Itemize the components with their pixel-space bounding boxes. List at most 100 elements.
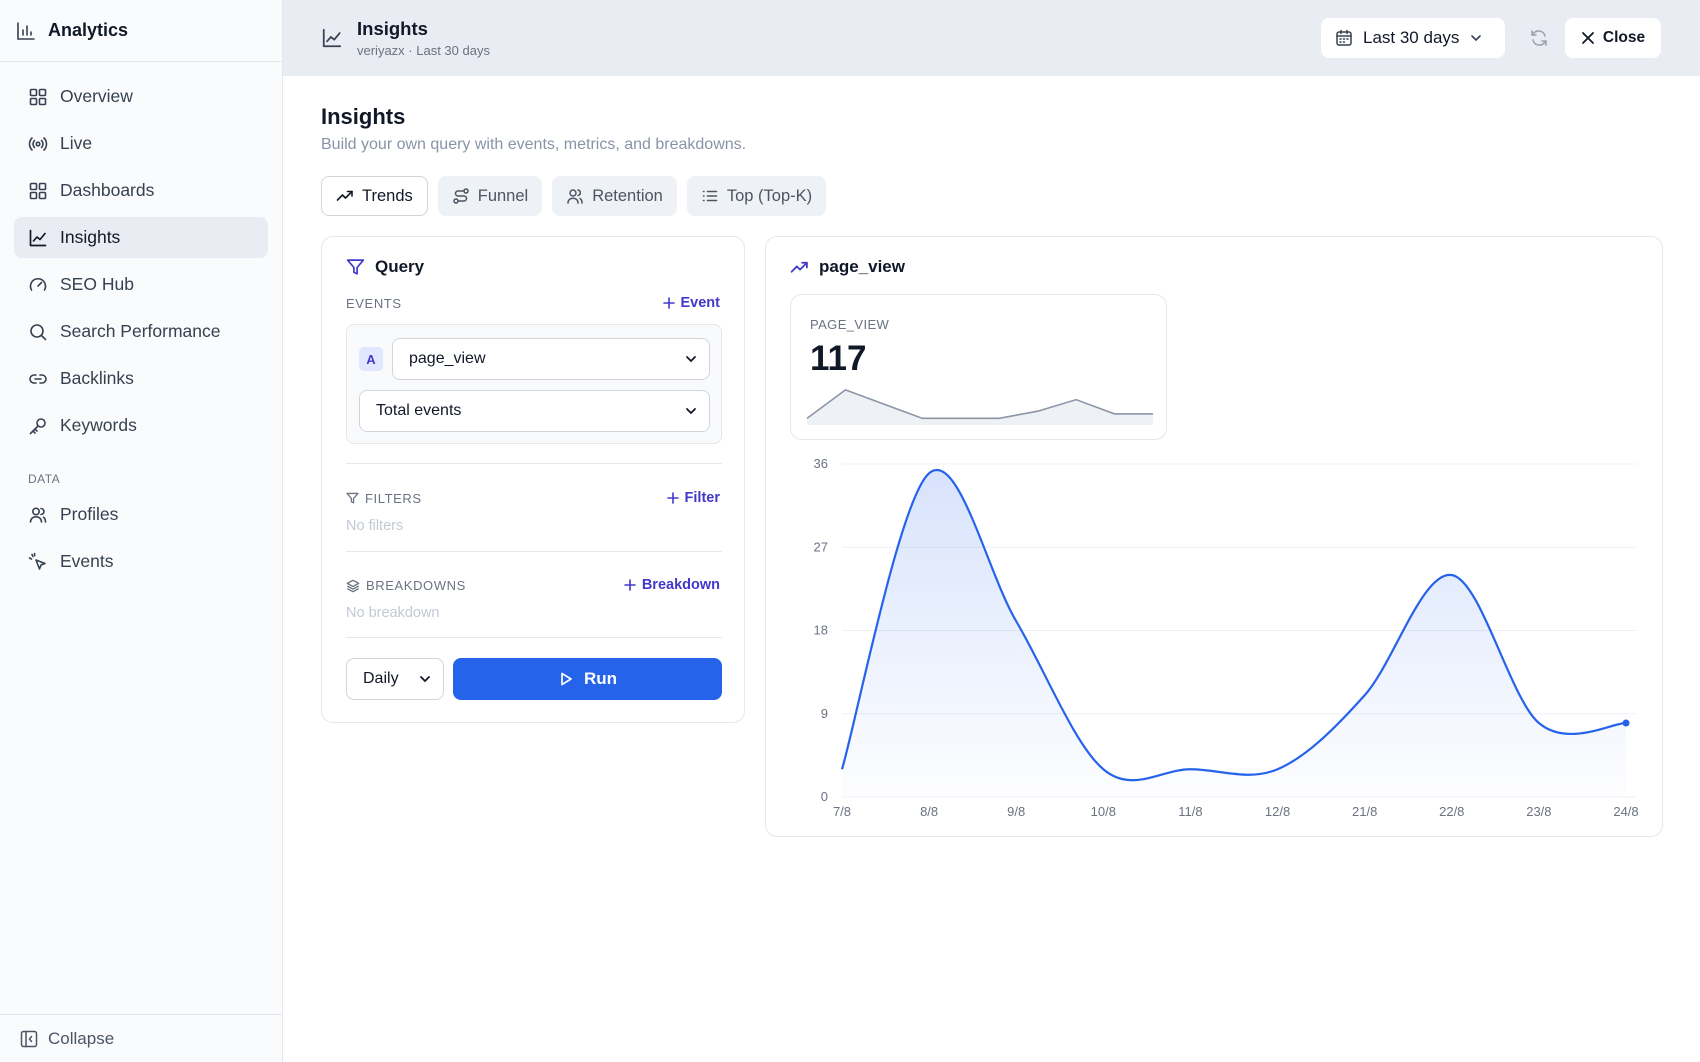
sidebar-item-label: Profiles <box>60 504 119 524</box>
gauge-icon <box>28 275 48 295</box>
close-button[interactable]: Close <box>1565 18 1661 58</box>
x-tick-label: 7/8 <box>833 804 851 819</box>
x-tick-label: 9/8 <box>1007 804 1025 819</box>
series-badge: A <box>359 347 383 371</box>
sidebar-item-dashboards[interactable]: Dashboards <box>14 170 268 211</box>
sidebar-item-events[interactable]: Events <box>14 541 268 582</box>
sidebar-item-label: Keywords <box>60 415 137 435</box>
run-button[interactable]: Run <box>453 658 722 700</box>
chevron-down-icon <box>685 405 697 417</box>
tab-funnel[interactable]: Funnel <box>437 176 543 216</box>
x-tick-label: 11/8 <box>1178 804 1202 819</box>
tab-label: Funnel <box>477 186 529 205</box>
layers-icon <box>346 579 360 593</box>
header-titles: Insights veriyazx · Last 30 days <box>357 18 490 58</box>
x-tick-label: 22/8 <box>1439 804 1464 819</box>
refresh-icon <box>1529 28 1549 48</box>
tab-top-k[interactable]: Top (Top-K) <box>686 176 827 216</box>
interval-select[interactable]: Daily <box>346 658 444 700</box>
query-panel: Query EVENTS Event A page_view Total eve… <box>321 236 745 723</box>
bar-chart-icon <box>16 21 36 41</box>
add-breakdown-label: Breakdown <box>641 577 720 593</box>
key-icon <box>28 416 48 436</box>
no-filters-text: No filters <box>346 518 404 534</box>
event-series-a: A page_view Total events <box>346 324 722 444</box>
sidebar-item-seo-hub[interactable]: SEO Hub <box>14 264 268 305</box>
query-header: Query <box>346 257 424 277</box>
sidebar-item-backlinks[interactable]: Backlinks <box>14 358 268 399</box>
sidebar-nav: Overview Live Dashboards Insights SEO Hu… <box>0 62 282 602</box>
chevron-down-icon <box>685 353 697 365</box>
sidebar-item-profiles[interactable]: Profiles <box>14 494 268 535</box>
top-bar: Insights veriyazx · Last 30 days Last 30… <box>283 0 1700 76</box>
sidebar-item-insights[interactable]: Insights <box>14 217 268 258</box>
y-tick-label: 0 <box>821 789 828 804</box>
metric-value: 117 <box>810 339 867 378</box>
collapse-label: Collapse <box>48 1028 115 1048</box>
users-icon <box>28 505 48 525</box>
date-range-label: Last 30 days <box>1363 28 1460 47</box>
chevron-down-icon <box>1469 31 1483 45</box>
sidebar: Analytics Overview Live Dashboards Insig… <box>0 0 283 1062</box>
brand: Analytics <box>0 0 282 62</box>
trend-chart: 0 9 18 27 36 7/8 8/8 9/8 10/8 11/8 12/8 21/8 22/8 23/… <box>814 456 1639 819</box>
add-event-label: Event <box>680 295 721 311</box>
filter-icon <box>346 492 359 505</box>
event-select[interactable]: page_view <box>392 338 710 380</box>
tab-label: Retention <box>592 186 663 205</box>
filter-icon <box>346 258 365 277</box>
plus-icon <box>624 579 636 591</box>
events-label: EVENTS <box>346 296 402 311</box>
results-header: page_view <box>790 257 905 277</box>
divider <box>346 463 722 464</box>
sidebar-item-keywords[interactable]: Keywords <box>14 405 268 446</box>
line-chart-icon <box>321 27 343 49</box>
sidebar-item-live[interactable]: Live <box>14 123 268 164</box>
add-event-button[interactable]: Event <box>662 295 721 311</box>
x-tick-label: 10/8 <box>1091 804 1116 819</box>
funnel-route-icon <box>452 187 470 205</box>
refresh-button[interactable] <box>1523 22 1555 54</box>
run-label: Run <box>583 669 618 688</box>
trending-up-icon <box>336 187 354 205</box>
date-range-select[interactable]: Last 30 days <box>1321 18 1505 58</box>
x-tick-label: 23/8 <box>1526 804 1551 819</box>
app-title: Analytics <box>48 20 129 40</box>
sidebar-item-label: Backlinks <box>60 368 134 388</box>
metric-select-value: Total events <box>376 402 462 419</box>
sidebar-item-label: Live <box>60 133 93 153</box>
collapse-button[interactable]: Collapse <box>0 1014 283 1062</box>
grid-icon <box>28 87 48 107</box>
link-icon <box>28 369 48 389</box>
calendar-icon <box>1335 29 1353 47</box>
header-title: Insights <box>357 18 428 39</box>
page-title: Insights <box>321 104 406 129</box>
data-point[interactable] <box>1622 719 1630 727</box>
filters-label: FILTERS <box>346 491 422 506</box>
series-line <box>840 469 1627 782</box>
add-breakdown-button[interactable]: Breakdown <box>624 577 720 593</box>
page-description: Build your own query with events, metric… <box>321 136 747 153</box>
sidebar-item-label: Search Performance <box>60 321 221 341</box>
tab-trends[interactable]: Trends <box>321 176 428 216</box>
tab-label: Top (Top-K) <box>726 186 813 205</box>
tab-retention[interactable]: Retention <box>552 176 677 216</box>
line-chart-icon <box>28 228 48 248</box>
close-label: Close <box>1602 29 1646 46</box>
y-tick-label: 9 <box>821 706 828 721</box>
x-tick-label: 24/8 <box>1613 804 1638 819</box>
x-tick-label: 8/8 <box>920 804 938 819</box>
plus-icon <box>662 297 675 309</box>
sidebar-item-overview[interactable]: Overview <box>14 76 268 117</box>
sidebar-item-label: Dashboards <box>60 180 155 200</box>
divider <box>346 551 722 552</box>
search-icon <box>28 322 48 342</box>
metric-summary-card: PAGE_VIEW 117 <box>790 294 1167 440</box>
y-tick-label: 27 <box>814 539 828 554</box>
add-filter-button[interactable]: Filter <box>666 490 720 506</box>
results-panel: page_view PAGE_VIEW 117 0 9 18 27 36 7/8 8/8 9/… <box>765 236 1663 837</box>
metric-label: PAGE_VIEW <box>810 317 890 332</box>
sparkline-area <box>807 389 1153 425</box>
metric-select[interactable]: Total events <box>359 390 710 432</box>
sidebar-item-search-performance[interactable]: Search Performance <box>14 311 268 352</box>
